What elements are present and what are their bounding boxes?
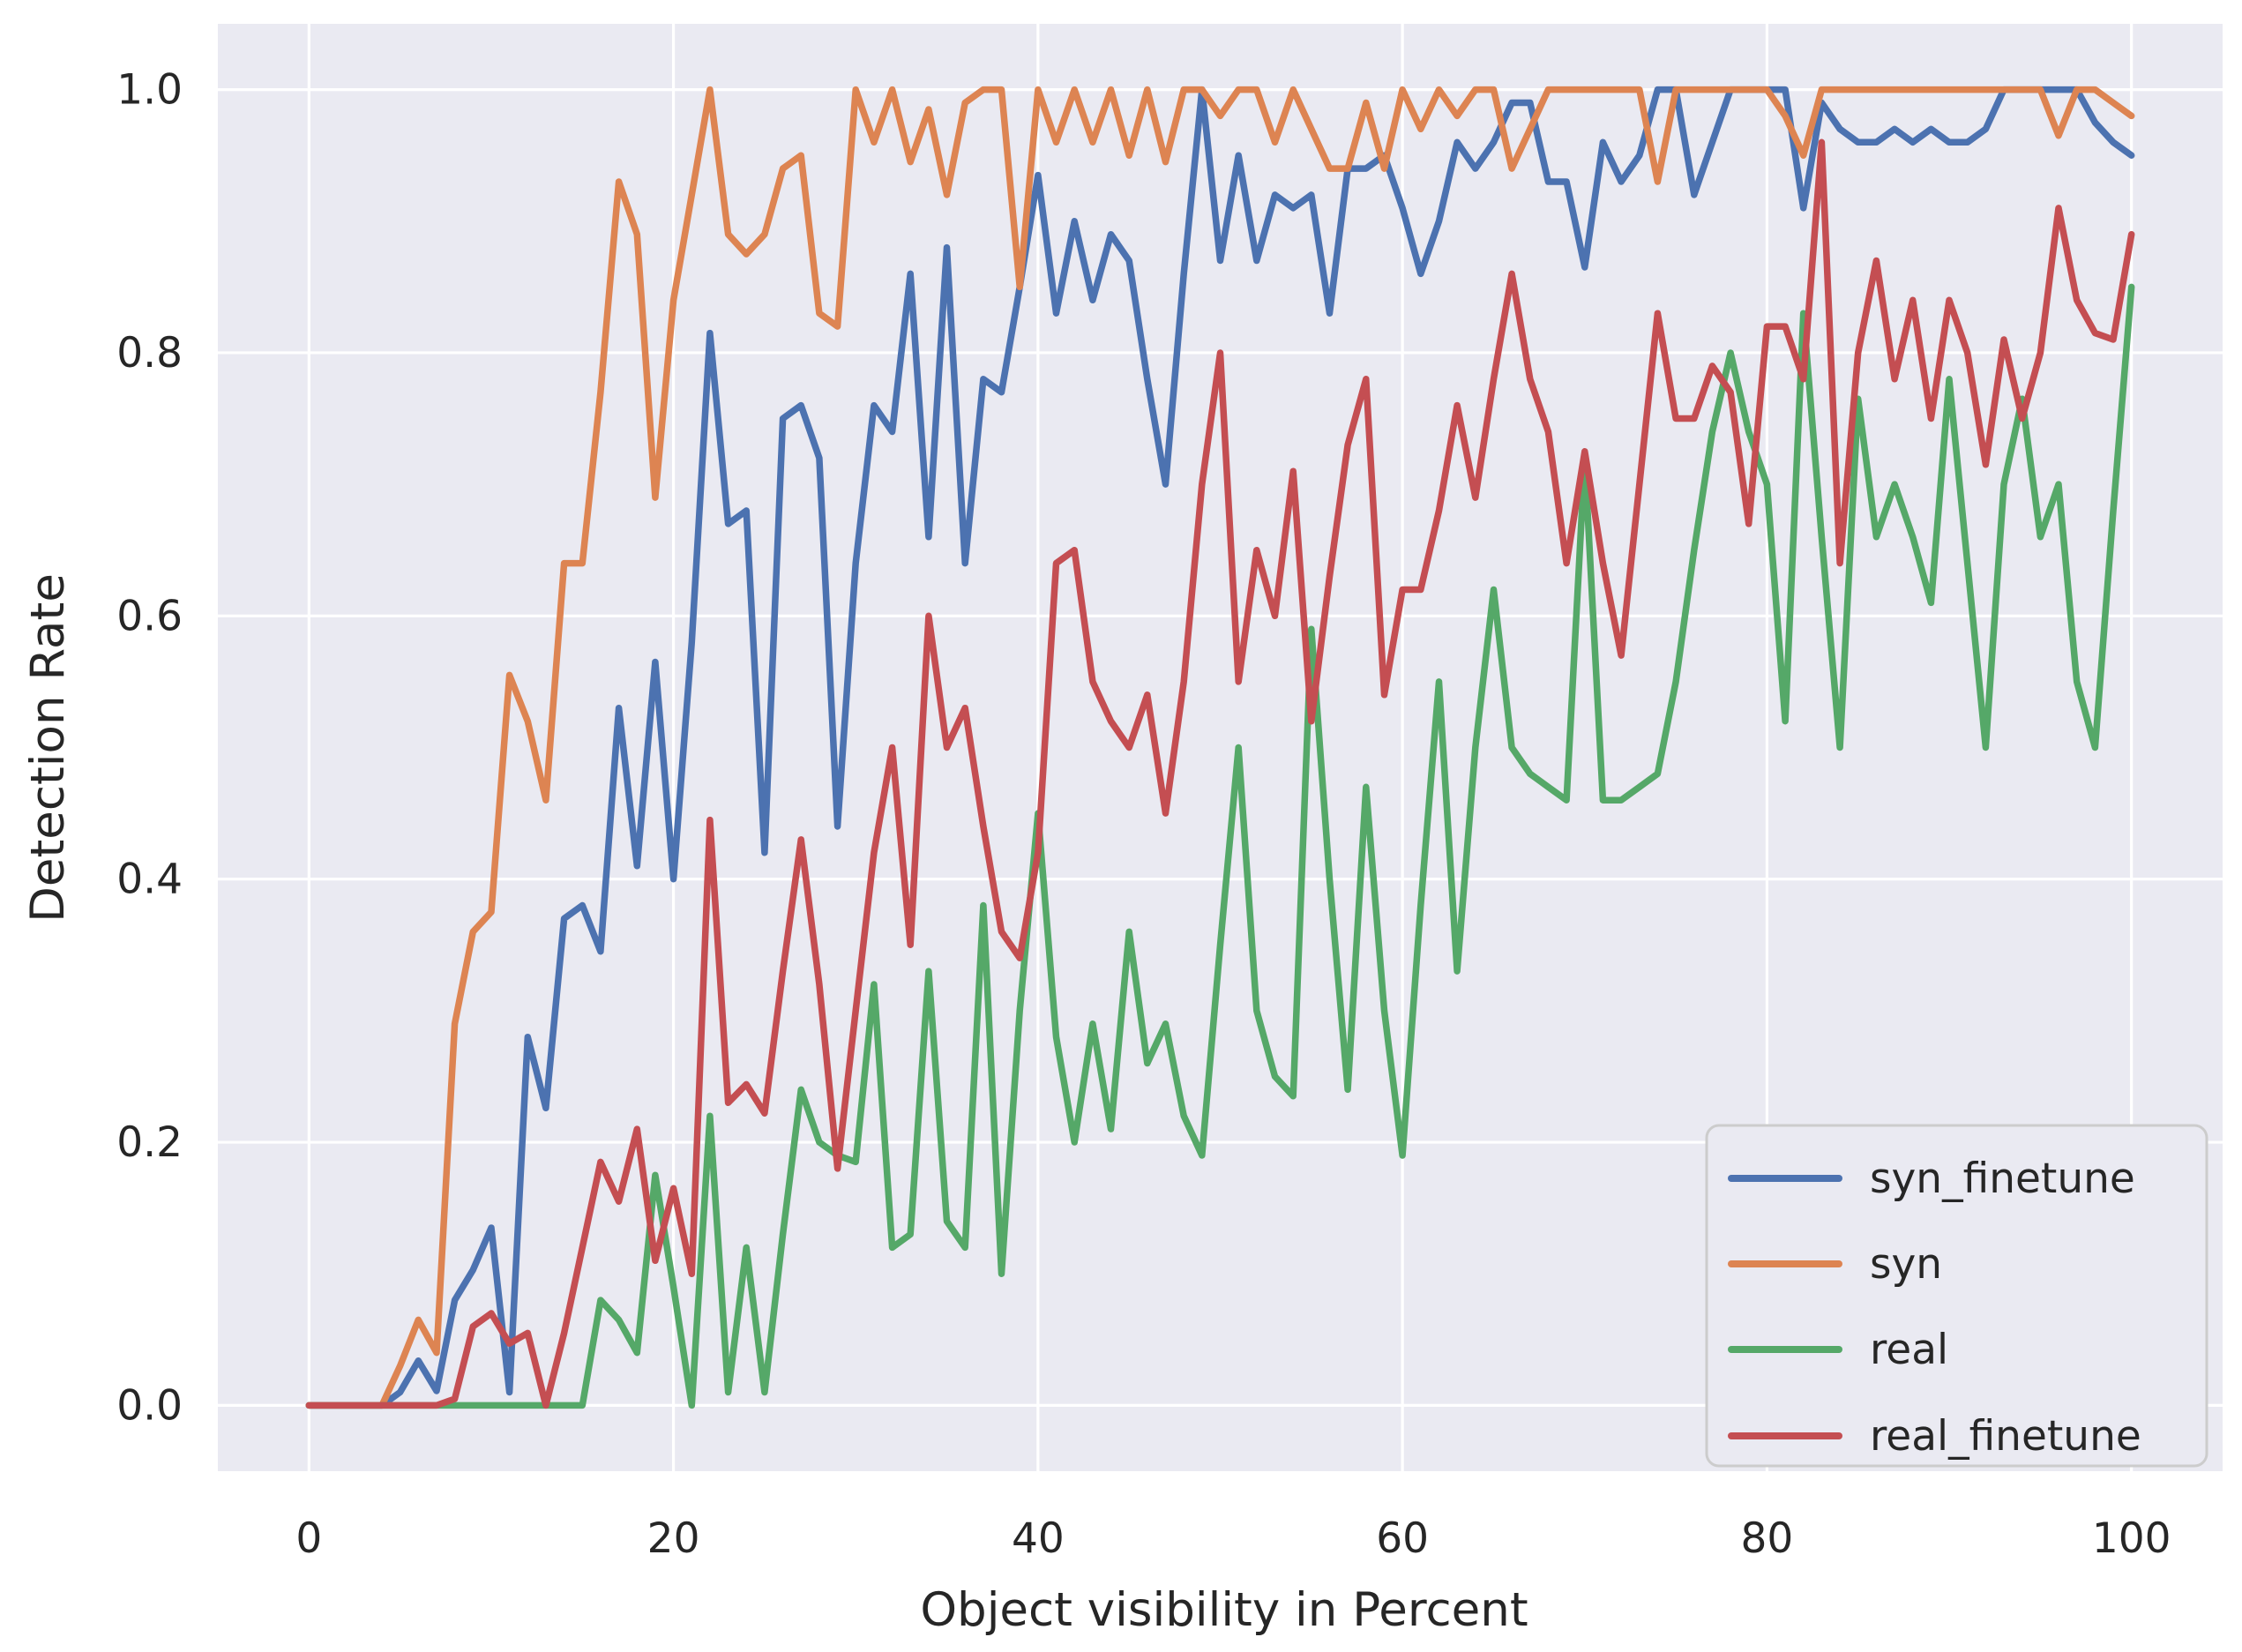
x-axis-label: Object visibility in Percent [920,1583,1528,1637]
series-line-syn_finetune [305,86,2135,1409]
y-tick-label: 1.0 [116,66,183,115]
x-tick-label: 80 [1741,1514,1794,1563]
legend-label-syn: syn [1870,1240,1942,1289]
legend-label-real: real [1870,1326,1948,1374]
x-tick-label: 100 [2092,1514,2171,1563]
legend-entry: real_finetune [1728,1412,2141,1461]
y-tick-label: 0.6 [116,592,183,640]
legend-entry: syn [1728,1240,1942,1289]
y-tick-label: 0.2 [116,1118,183,1167]
legend-label-real_finetune: real_finetune [1870,1412,2141,1461]
x-tick-label: 40 [1012,1514,1065,1563]
y-tick-label: 0.8 [116,329,183,377]
series-line-real_finetune [305,138,2135,1409]
y-axis-label: Detection Rate [21,573,75,923]
legend-box [1705,1124,2208,1468]
x-tick-label: 60 [1376,1514,1429,1563]
y-axis-tick-labels: 0.0 0.2 0.4 0.6 0.8 1.0 [116,66,183,1431]
legend-entry: syn_finetune [1728,1155,2135,1203]
y-tick-label: 0.0 [116,1381,183,1430]
x-tick-label: 20 [647,1514,700,1563]
x-tick-label: 0 [295,1514,322,1563]
legend: syn_finetune syn real real_finetune [1705,1124,2208,1468]
legend-label-syn_finetune: syn_finetune [1870,1155,2135,1203]
series-line-syn [305,86,2135,1409]
legend-entry: real [1728,1326,1948,1374]
x-axis-tick-labels: 0 20 40 60 80 100 [295,1514,2171,1563]
series-line-real [305,283,2135,1409]
series-lines [305,86,2135,1409]
y-tick-label: 0.4 [116,856,183,904]
